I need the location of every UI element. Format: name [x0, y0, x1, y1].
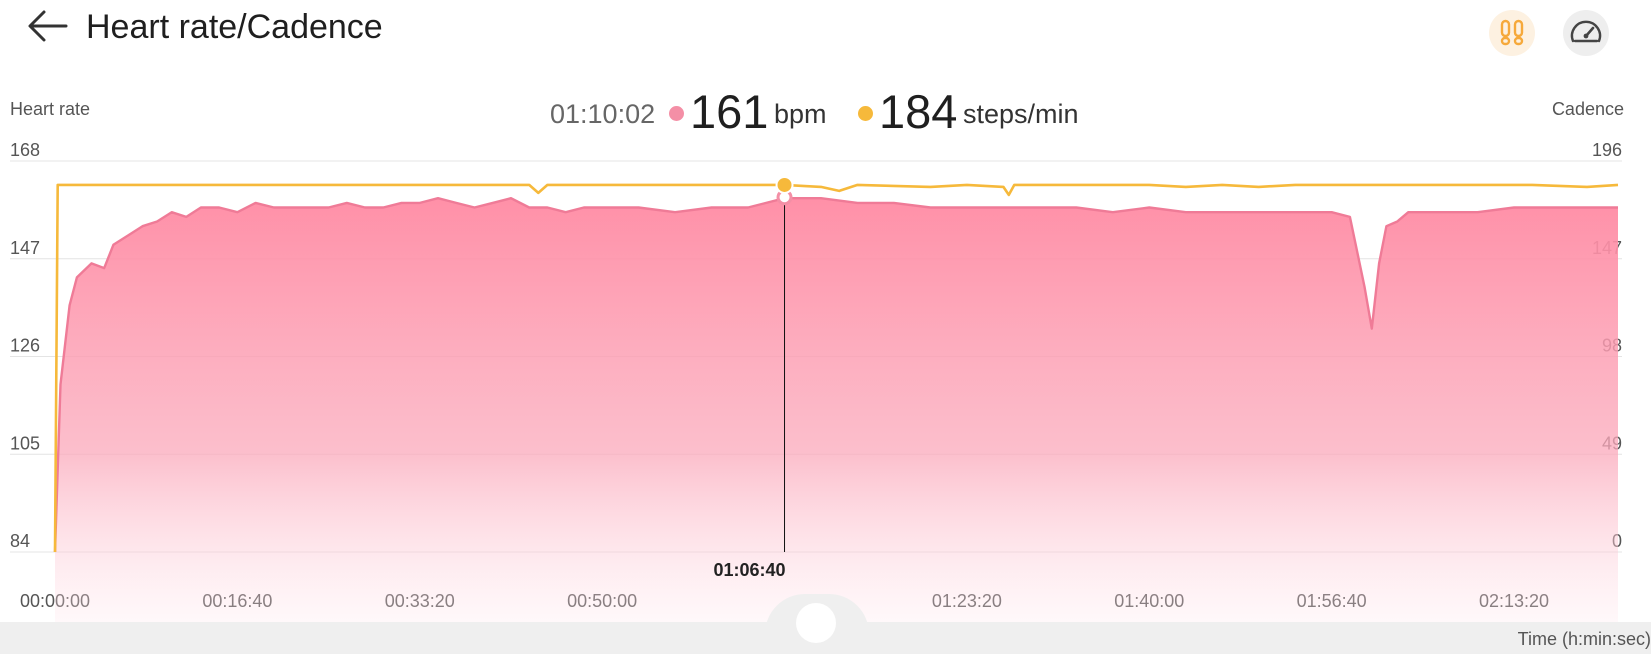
cadence-toggle-button[interactable] [1489, 10, 1535, 56]
cadence-line [53, 183, 1619, 553]
heart-rate-line [53, 196, 1618, 553]
footsteps-icon [1500, 19, 1524, 46]
x-axis-unit-label: Time (h:min:sec) [1517, 629, 1651, 649]
left-tick-label: 147 [10, 238, 40, 258]
left-tick-label: 84 [10, 531, 30, 551]
plot-area [53, 183, 1619, 622]
time-cursor[interactable]: 01:06:40 [713, 175, 794, 580]
heart-rate-dot-icon [669, 106, 684, 121]
cadence-cursor-marker [775, 175, 794, 194]
top-bar: Heart rate/Cadence [0, 0, 1651, 60]
heart-rate-value: 161 [690, 85, 769, 138]
left-tick-label: 105 [10, 433, 40, 453]
cursor-readout: 01:10:02 161 bpm 184 steps/min [0, 82, 1651, 138]
speedometer-icon [1570, 20, 1602, 43]
left-tick-label: 126 [10, 336, 40, 356]
pace-toggle-button[interactable] [1563, 10, 1609, 56]
left-axis-title: Heart rate [10, 99, 91, 119]
right-axis-title: Cadence [1551, 99, 1624, 119]
left-tick-label: 168 [10, 140, 40, 160]
arrow-left-icon [28, 10, 68, 42]
cursor-time-label: 01:06:40 [713, 560, 785, 580]
cadence-value: 184 [879, 85, 958, 138]
cadence-dot-icon [858, 106, 873, 121]
readout-time: 01:10:02 [550, 99, 656, 129]
page-title: Heart rate/Cadence [86, 8, 383, 46]
heart-rate-area [55, 198, 1618, 622]
back-button[interactable] [26, 8, 70, 44]
heart-rate-unit: bpm [774, 99, 827, 129]
scrubber-handle[interactable] [796, 603, 836, 643]
right-tick-label: 196 [1592, 140, 1622, 160]
cadence-unit: steps/min [963, 99, 1079, 129]
